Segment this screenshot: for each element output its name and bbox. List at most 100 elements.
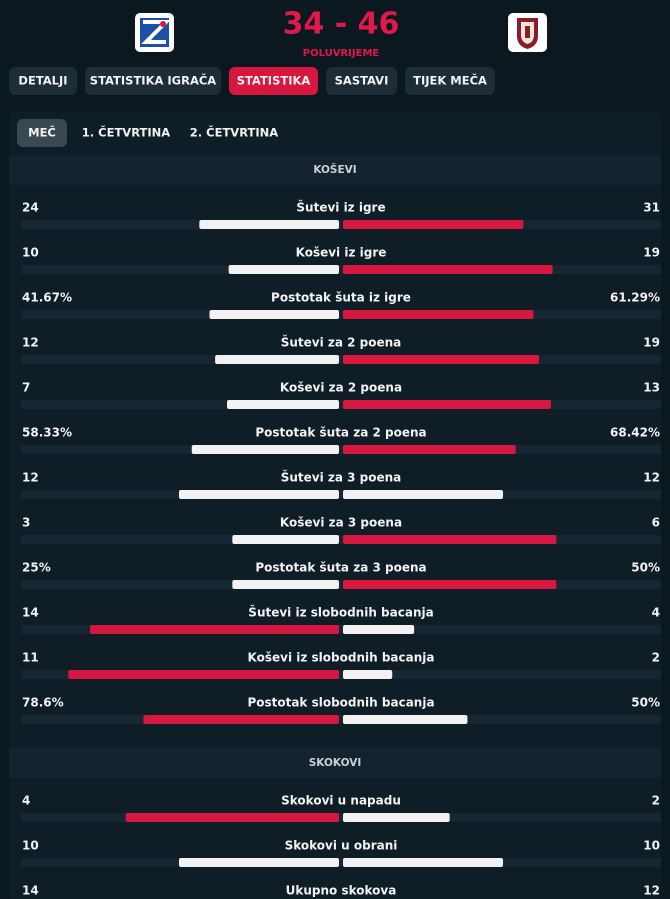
away-value: 2 [652, 651, 660, 665]
bar-track [21, 715, 661, 724]
home-value: 41.67% [22, 291, 72, 305]
content-panel [9, 111, 661, 899]
away-bar [343, 355, 540, 364]
home-value: 24 [22, 201, 39, 215]
section-header [9, 155, 661, 185]
away-value: 31 [643, 201, 660, 215]
away-bar [343, 813, 450, 822]
home-value: 11 [22, 651, 39, 665]
section-title: KOŠEVI [313, 163, 356, 176]
tab[interactable] [326, 67, 397, 95]
section-header [9, 748, 661, 778]
away-logo [508, 13, 547, 52]
stat-label: Šutevi za 3 poena [281, 470, 402, 485]
away-bar [343, 858, 503, 867]
bar-track [21, 535, 661, 544]
subtabs: MEČ 1. ČETVRTINA 2. ČETVRTINA [17, 119, 278, 147]
home-bar [179, 858, 339, 867]
stat-label: Postotak šuta iz igre [271, 291, 411, 305]
home-bar [179, 490, 339, 499]
home-logo [135, 13, 174, 52]
stat-label: Šutevi za 2 poena [281, 335, 402, 350]
away-bar [343, 220, 524, 229]
home-bar [90, 625, 339, 634]
away-bar [343, 670, 393, 679]
stat-label: Koševi za 2 poena [280, 381, 402, 395]
subtab-label[interactable]: 1. ČETVRTINA [82, 125, 171, 140]
away-bar [343, 265, 553, 274]
away-value: 19 [643, 246, 660, 260]
bar-track [21, 400, 661, 409]
stat-label: Postotak šuta za 3 poena [255, 561, 426, 575]
score: 34 - 46 [283, 7, 400, 42]
stat-label: Koševi iz slobodnih bacanja [248, 651, 435, 665]
away-value: 61.29% [610, 291, 660, 305]
away-value: 12 [643, 471, 660, 485]
tab-label[interactable]: SASTAVI [335, 74, 389, 88]
away-bar [343, 445, 516, 454]
home-bar [191, 445, 339, 454]
away-value: 13 [643, 381, 660, 395]
away-value: 4 [652, 606, 660, 620]
away-value: 2 [652, 794, 660, 808]
tab-label[interactable]: STATISTIKA [237, 74, 311, 88]
away-value: 19 [643, 336, 660, 350]
stat-label: Postotak šuta za 2 poena [255, 426, 426, 440]
home-bar [232, 580, 339, 589]
subtab-active[interactable] [17, 119, 67, 147]
tab-active[interactable] [229, 67, 318, 95]
away-bar [343, 580, 557, 589]
tab-label[interactable]: STATISTIKA IGRAČA [90, 73, 216, 88]
tab[interactable] [85, 67, 221, 95]
home-value: 14 [22, 884, 39, 898]
bar-track [21, 858, 661, 867]
bar-track [21, 265, 661, 274]
away-bar [343, 400, 551, 409]
tab[interactable] [405, 67, 495, 95]
stat-label: Postotak slobodnih bacanja [247, 696, 434, 710]
tabs: DETALJI STATISTIKA IGRAČA STATISTIKA SAS… [9, 67, 495, 95]
section-title: SKOKOVI [309, 757, 362, 769]
subtab-label[interactable]: MEČ [28, 125, 56, 140]
home-value: 10 [22, 839, 39, 853]
tab[interactable] [9, 67, 77, 95]
tab-label[interactable]: DETALJI [18, 74, 67, 88]
bar-track [21, 445, 661, 454]
home-value: 25% [22, 561, 51, 575]
away-bar [343, 715, 468, 724]
home-bar [227, 400, 339, 409]
away-value: 50% [631, 696, 660, 710]
home-value: 12 [22, 336, 39, 350]
match-status: POLUVRIJEME [303, 48, 380, 59]
home-bar [215, 355, 339, 364]
tab-label[interactable]: TIJEK MEČA [413, 73, 487, 88]
home-value: 12 [22, 471, 39, 485]
home-bar [228, 265, 339, 274]
away-value: 6 [652, 516, 660, 530]
away-value: 10 [643, 839, 660, 853]
away-bar [343, 490, 503, 499]
home-bar [143, 715, 339, 724]
stat-label: Ukupno skokova [286, 884, 397, 898]
home-value: 78.6% [22, 696, 64, 710]
home-value: 14 [22, 606, 39, 620]
stat-label: Skokovi u obrani [285, 839, 398, 853]
home-bar [199, 220, 339, 229]
home-bar [209, 310, 339, 319]
subtab-label[interactable]: 2. ČETVRTINA [190, 125, 279, 140]
away-bar [343, 535, 557, 544]
bar-track [21, 220, 661, 229]
home-bar [232, 535, 339, 544]
stat-label: Šutevi iz igre [296, 200, 385, 215]
bar-track [21, 813, 661, 822]
away-value: 68.42% [610, 426, 660, 440]
home-value: 4 [22, 794, 30, 808]
stat-label: Koševi iz igre [296, 246, 387, 260]
bar-track [21, 580, 661, 589]
home-bar [125, 813, 340, 822]
home-value: 3 [22, 516, 30, 530]
away-value: 50% [631, 561, 660, 575]
bar-track [21, 310, 661, 319]
